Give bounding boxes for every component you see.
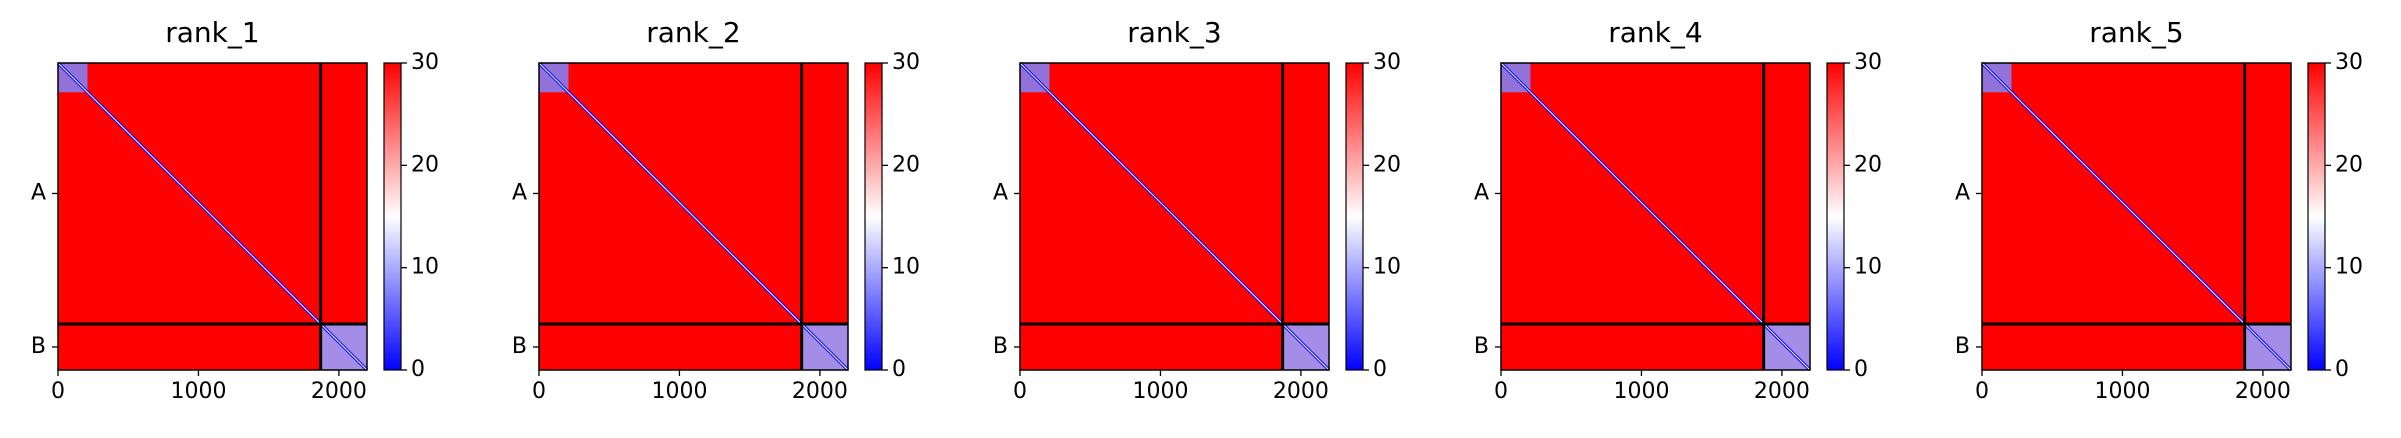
axes-frame [1019,62,1330,371]
x-tick-label: 2000 [1754,379,1810,404]
colorbar [864,62,883,371]
axes-frame [1500,62,1811,371]
panel-title: rank_3 [1127,16,1221,49]
heatmap-diagonal [1500,62,1811,371]
colorbar [1826,62,1845,371]
colorbar-tick-label: 30 [892,50,920,75]
x-tick-label: 0 [1494,379,1508,404]
colorbar-tick-label: 10 [2335,255,2363,280]
heatmap-diagonal [57,62,368,371]
colorbar-tick-label: 0 [411,357,425,382]
y-tick-label: A [31,180,46,205]
colorbar-tick-label: 20 [2335,152,2363,177]
y-tick-label: B [512,334,527,359]
x-tick-label: 0 [1013,379,1027,404]
y-tick-label: B [1955,334,1970,359]
colorbar-tick-label: 20 [1854,152,1882,177]
y-tick-label: A [1474,180,1489,205]
x-tick-label: 2000 [311,379,367,404]
panel-title: rank_2 [646,16,740,49]
colorbar-tick-label: 10 [892,255,920,280]
y-tick-label: A [512,180,527,205]
colorbar-tick-label: 30 [1854,50,1882,75]
colorbar-tick-label: 10 [411,255,439,280]
heatmap-diagonal [538,62,849,371]
y-tick-label: B [31,334,46,359]
colorbar-tick-label: 0 [2335,357,2349,382]
x-tick-label: 1000 [2094,379,2150,404]
colorbar-tick-label: 10 [1854,255,1882,280]
x-tick-label: 1000 [1132,379,1188,404]
x-tick-label: 0 [51,379,65,404]
colorbar [383,62,402,371]
colorbar [2307,62,2326,371]
heatmap-diagonal [1981,62,2292,371]
x-tick-label: 2000 [792,379,848,404]
colorbar-tick-label: 0 [1854,357,1868,382]
x-tick-label: 1000 [170,379,226,404]
x-tick-label: 2000 [1273,379,1329,404]
colorbar-tick-label: 20 [892,152,920,177]
panel-title: rank_4 [1608,16,1702,49]
colorbar-tick-label: 0 [1373,357,1387,382]
y-tick-label: B [993,334,1008,359]
x-tick-label: 0 [532,379,546,404]
heatmap-diagonal [1019,62,1330,371]
y-tick-label: A [993,180,1008,205]
colorbar-tick-label: 0 [892,357,906,382]
colorbar-tick-label: 20 [411,152,439,177]
panel-title: rank_1 [165,16,259,49]
colorbar-tick-label: 30 [1373,50,1401,75]
panel-title: rank_5 [2089,16,2183,49]
x-tick-label: 2000 [2235,379,2291,404]
x-tick-label: 1000 [1613,379,1669,404]
colorbar-tick-label: 20 [1373,152,1401,177]
colorbar-tick-label: 30 [2335,50,2363,75]
axes-frame [57,62,368,371]
colorbar-tick-label: 10 [1373,255,1401,280]
axes-frame [538,62,849,371]
x-tick-label: 0 [1975,379,1989,404]
axes-frame [1981,62,2292,371]
x-tick-label: 1000 [651,379,707,404]
colorbar-tick-label: 30 [411,50,439,75]
y-tick-label: A [1955,180,1970,205]
colorbar [1345,62,1364,371]
y-tick-label: B [1474,334,1489,359]
